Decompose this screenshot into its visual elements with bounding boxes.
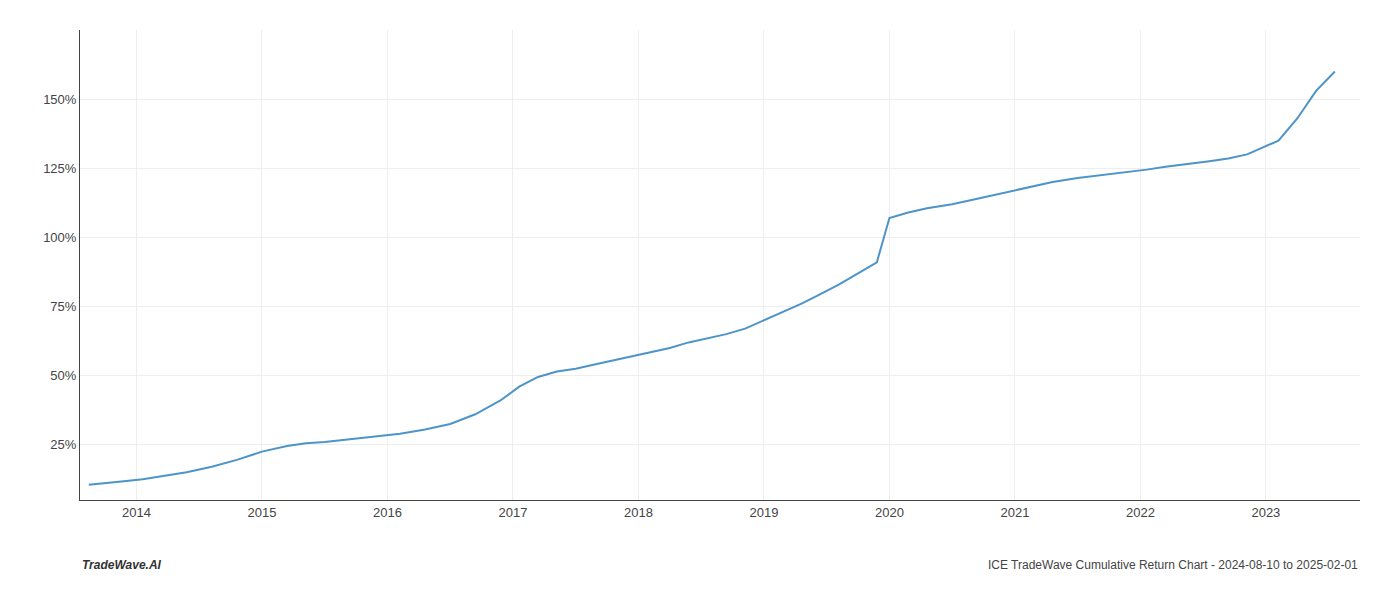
svg-text:ICE TradeWave Cumulative Retur: ICE TradeWave Cumulative Return Chart - … (988, 558, 1358, 572)
svg-text:100%: 100% (43, 230, 77, 245)
svg-text:75%: 75% (50, 299, 76, 314)
svg-text:2017: 2017 (498, 505, 527, 520)
svg-text:2020: 2020 (875, 505, 904, 520)
svg-text:2016: 2016 (373, 505, 402, 520)
svg-text:2021: 2021 (1000, 505, 1029, 520)
svg-text:150%: 150% (43, 92, 77, 107)
svg-text:25%: 25% (50, 437, 76, 452)
svg-text:TradeWave.AI: TradeWave.AI (82, 558, 162, 572)
svg-text:125%: 125% (43, 161, 77, 176)
svg-text:2023: 2023 (1251, 505, 1280, 520)
svg-text:50%: 50% (50, 368, 76, 383)
svg-text:2019: 2019 (749, 505, 778, 520)
svg-text:2015: 2015 (247, 505, 276, 520)
svg-text:2014: 2014 (122, 505, 151, 520)
svg-text:2018: 2018 (624, 505, 653, 520)
svg-text:2022: 2022 (1126, 505, 1155, 520)
